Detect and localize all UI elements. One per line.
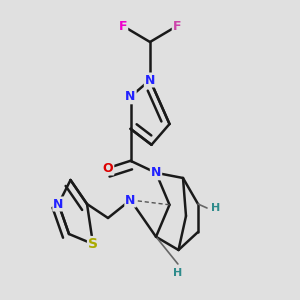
Text: N: N (125, 90, 136, 103)
Text: F: F (173, 20, 181, 32)
Text: O: O (103, 161, 113, 175)
Text: H: H (173, 268, 182, 278)
Text: F: F (119, 20, 127, 32)
Text: N: N (145, 74, 155, 86)
Text: H: H (211, 203, 220, 213)
Text: S: S (88, 237, 98, 251)
Text: N: N (125, 194, 136, 206)
Text: N: N (53, 197, 64, 211)
Text: N: N (151, 166, 161, 179)
